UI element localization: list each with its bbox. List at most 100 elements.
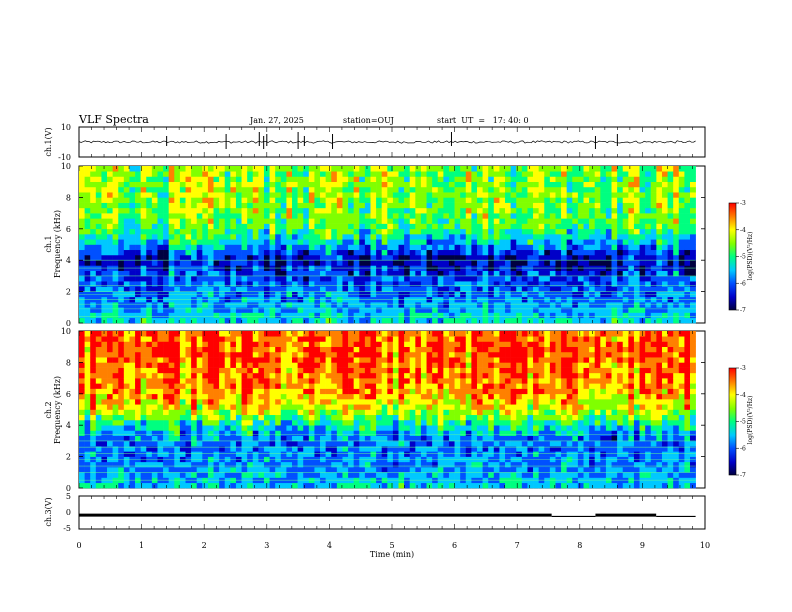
spectrogram-cell [247, 281, 254, 287]
spectrogram-cell [488, 176, 495, 182]
spectrogram-cell [617, 223, 624, 230]
spectrogram-cell [95, 291, 102, 298]
spectrogram-cell [224, 197, 231, 203]
spectrogram-cell [521, 166, 528, 172]
spectrogram-cell [168, 467, 175, 473]
spectrogram-cell [280, 388, 287, 395]
spectrogram-cell [269, 234, 276, 240]
spectrogram-cell [605, 228, 612, 235]
freq-tick-label: 2 [66, 288, 71, 297]
spectrogram-cell [376, 446, 382, 452]
spectrogram-cell [146, 451, 153, 457]
spectrogram-cell [454, 260, 461, 266]
spectrogram-cell [140, 260, 147, 266]
spectrogram-cell [185, 286, 192, 292]
spectrogram-cell [381, 472, 388, 478]
spectrogram-cell [129, 362, 136, 368]
spectrogram-cell [325, 234, 332, 240]
spectrogram-cell [454, 171, 461, 177]
spectrogram-cell [348, 281, 354, 287]
spectrogram-cell [555, 218, 562, 224]
spectrogram-cell [146, 336, 153, 342]
spectrogram-cell [404, 307, 411, 313]
spectrogram-cell [656, 197, 663, 203]
spectrogram-cell [247, 393, 254, 400]
spectrogram-cell [370, 351, 377, 358]
spectrogram-cell [376, 228, 382, 235]
spectrogram-cell [230, 275, 237, 282]
spectrogram-cell [370, 419, 377, 426]
spectrogram-cell [538, 186, 545, 193]
spectrogram-cell [381, 467, 388, 473]
spectrogram-cell [292, 317, 298, 324]
spectrogram-cell [398, 270, 405, 277]
spectrogram-cell [112, 482, 119, 489]
spectrogram-cell [263, 239, 270, 245]
spectrogram-cell [185, 244, 192, 251]
spectrogram-cell [185, 223, 192, 230]
spectrogram-cell [359, 372, 366, 379]
spectrogram-cell [207, 378, 214, 384]
spectrogram-cell [123, 425, 130, 431]
spectrogram-cell [107, 186, 113, 193]
spectrogram-cell [168, 202, 175, 209]
spectrogram-cell [420, 281, 427, 287]
spectrogram-cell [577, 228, 584, 235]
spectrogram-cell [555, 307, 562, 313]
spectrogram-cell [275, 202, 282, 209]
spectrogram-cell [645, 176, 652, 182]
spectrogram-cell [241, 341, 248, 347]
spectrogram-cell [376, 192, 382, 198]
spectrogram-cell [84, 249, 91, 256]
spectrogram-cell [488, 192, 495, 198]
spectrogram-cell [314, 281, 321, 287]
spectrogram-cell [605, 254, 612, 261]
spectrogram-cell [376, 425, 382, 431]
spectrogram-cell [224, 228, 231, 235]
spectrogram-cell [303, 383, 310, 389]
spectrogram-cell [527, 171, 534, 177]
spectrogram-cell [650, 213, 657, 219]
spectrogram-cell [353, 260, 360, 266]
spectrogram-cell [549, 166, 556, 172]
spectrogram-cell [219, 171, 226, 177]
spectrogram-cell [320, 383, 326, 389]
spectrogram-cell [90, 351, 97, 358]
spectrogram-cell [538, 213, 545, 219]
spectrogram-cell [308, 351, 315, 358]
spectrogram-cell [292, 197, 298, 203]
spectrogram-cell [538, 307, 545, 313]
spectrogram-cell [521, 291, 528, 298]
spectrogram-cell [213, 378, 220, 384]
spectrogram-cell [297, 362, 304, 368]
spectrogram-cell [320, 367, 326, 374]
spectrogram-cell [286, 281, 293, 287]
spectrogram-cell [135, 430, 141, 436]
spectrogram-cell [297, 351, 304, 358]
spectrogram-cell [628, 223, 635, 230]
spectrogram-cell [471, 302, 478, 308]
spectrogram-cell [286, 362, 293, 368]
spectrogram-cell [107, 254, 113, 261]
spectrogram-cell [269, 192, 276, 198]
spectrogram-cell [308, 286, 315, 292]
spectrogram-cell [325, 223, 332, 230]
spectrogram-cell [600, 291, 607, 298]
spectrogram-cell [151, 446, 158, 452]
spectrogram-cell [185, 275, 192, 282]
spectrogram-cell [247, 472, 254, 478]
spectrogram-cell [140, 461, 147, 468]
spectrogram-cell [90, 239, 97, 245]
spectrogram-cell [84, 446, 91, 452]
spectrogram-cell [163, 383, 169, 389]
spectrogram-cell [263, 291, 270, 298]
spectrogram-cell [432, 260, 439, 266]
spectrogram-cell [325, 351, 332, 358]
spectrogram-cell [348, 362, 354, 368]
spectrogram-cell [157, 414, 164, 421]
spectrogram-cell [493, 181, 500, 188]
spectrogram-cell [123, 223, 130, 230]
spectrogram-cell [331, 213, 338, 219]
spectrogram-cell [348, 186, 354, 193]
spectrogram-cell [90, 213, 97, 219]
